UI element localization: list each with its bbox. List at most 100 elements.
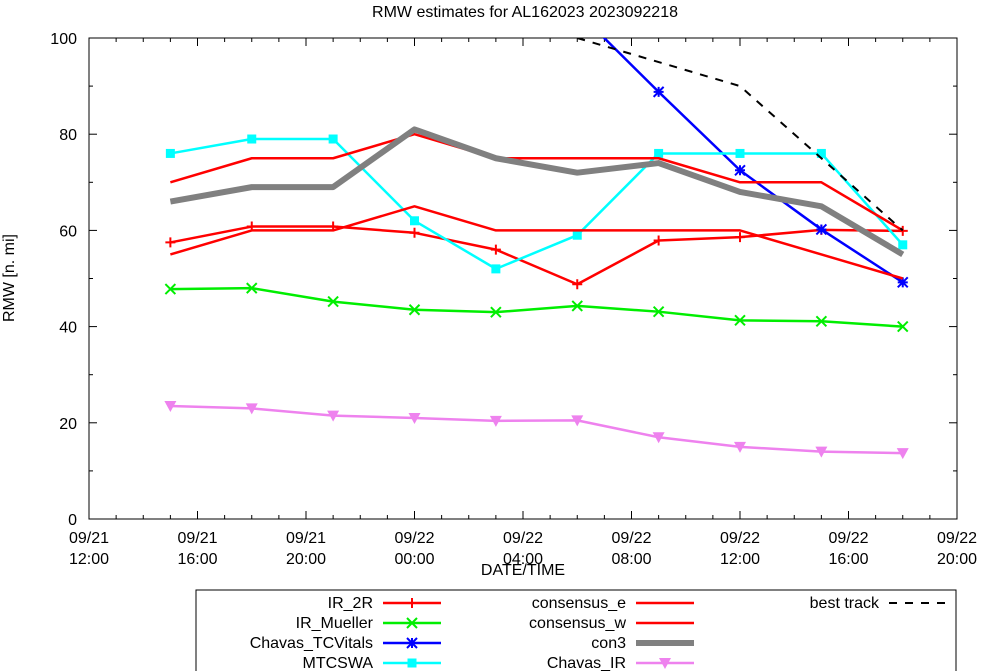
data-point (815, 315, 828, 328)
data-point (165, 237, 176, 248)
data-point (735, 148, 745, 158)
legend-label: con3 (591, 635, 626, 652)
series-ir-2r (165, 221, 908, 290)
data-point (489, 415, 502, 427)
x-tick-time: 12:00 (69, 551, 109, 568)
legend-item-mtcswa: MTCSWA (302, 655, 441, 671)
legend-label: consensus_e (532, 595, 626, 612)
x-tick-time: 04:00 (503, 551, 543, 568)
data-point (164, 400, 177, 412)
legend-label: Chavas_IR (547, 655, 626, 671)
x-tick-time: 08:00 (611, 551, 651, 568)
data-point (816, 148, 826, 158)
series-layer (164, 38, 909, 460)
x-tick-time: 12:00 (720, 551, 760, 568)
legend-label: consensus_w (529, 615, 626, 632)
data-point (247, 134, 257, 144)
legend-box (195, 589, 957, 671)
legend: IR_2R IR_Mueller Chavas_TCVitals MTCSWA cons… (195, 589, 957, 671)
data-point (246, 282, 258, 294)
x-tick-date: 09/21 (286, 530, 326, 547)
data-point (652, 86, 665, 98)
data-point (408, 412, 421, 424)
data-point (327, 295, 339, 308)
data-point (572, 230, 582, 240)
y-tick-label: 60 (59, 223, 77, 240)
data-point (327, 410, 340, 422)
x-tick-date: 09/22 (611, 530, 651, 547)
data-point (896, 448, 909, 460)
series-line (170, 404, 903, 455)
data-point (654, 148, 664, 158)
data-point (898, 240, 908, 250)
y-tick-label: 100 (50, 31, 77, 48)
x-tick-time: 20:00 (937, 551, 977, 568)
x-axis: 09/21 12:00 09/21 16:00 09/21 20:00 09/22 00:00… (69, 38, 977, 568)
legend-item-con3: con3 (591, 635, 694, 652)
legend-item-chavas-ir: Chavas_IR (547, 655, 694, 671)
x-tick-time: 00:00 (394, 551, 434, 568)
data-point (897, 276, 909, 289)
legend-sample-marker (407, 658, 417, 668)
x-tick-date: 09/22 (394, 530, 434, 547)
series-line (169, 126, 905, 258)
legend-label: IR_Mueller (296, 615, 374, 632)
data-point (164, 283, 177, 295)
legend-label: best track (810, 595, 880, 612)
data-point (735, 232, 745, 243)
data-point (491, 264, 501, 274)
data-point (409, 227, 420, 238)
data-point (653, 235, 664, 246)
y-tick-label: 0 (68, 512, 77, 529)
series-line (170, 205, 904, 280)
data-point (571, 300, 583, 312)
legend-label: IR_2R (328, 595, 373, 612)
series-line (170, 137, 904, 271)
series-ir-mueller (164, 282, 909, 333)
y-tick-label: 80 (59, 127, 77, 144)
data-point (572, 279, 583, 290)
series-consensus-e (170, 132, 904, 232)
data-point (408, 304, 421, 316)
y-tick-label: 20 (59, 416, 77, 433)
series-mtcswa (165, 134, 908, 274)
legend-item-best-track: best track (810, 595, 947, 612)
data-point (410, 216, 419, 226)
series-con3 (169, 126, 905, 258)
legend-item-consensus-w: consensus_w (529, 615, 694, 632)
legend-sample-marker (406, 617, 418, 629)
x-tick-time: 16:00 (177, 551, 217, 568)
series-line (602, 38, 904, 284)
x-tick-date: 09/21 (69, 530, 109, 547)
data-point (652, 432, 665, 444)
legend-item-chavas-tcvitals: Chavas_TCVitals (250, 635, 441, 652)
x-tick-time: 20:00 (286, 551, 326, 568)
data-point (815, 223, 828, 236)
data-point (245, 403, 258, 415)
data-point (815, 446, 828, 458)
legend-label: MTCSWA (302, 655, 373, 671)
series-chavas-tcvitals (602, 38, 909, 289)
y-axis-label: RMW [n. mi] (1, 234, 18, 322)
legend-sample-marker (659, 658, 671, 669)
chart-title: RMW estimates for AL162023 2023092218 (372, 4, 678, 21)
data-point (734, 164, 746, 176)
y-tick-label: 40 (59, 320, 77, 337)
x-tick-date: 09/22 (937, 530, 977, 547)
data-point (897, 225, 908, 236)
series-line (170, 225, 903, 286)
data-point (571, 415, 584, 427)
data-point (490, 244, 501, 255)
legend-item-consensus-e: consensus_e (532, 595, 694, 612)
legend-sample-marker (407, 598, 417, 608)
series-line (170, 286, 903, 328)
x-tick-date: 09/22 (720, 530, 760, 547)
legend-sample-marker (406, 637, 418, 649)
legend-item-ir-mueller: IR_Mueller (296, 615, 441, 632)
series-chavas-ir (164, 400, 909, 460)
x-tick-date: 09/22 (828, 530, 868, 547)
series-consensus-w (170, 205, 904, 280)
data-point (490, 306, 502, 318)
data-point (734, 441, 746, 453)
